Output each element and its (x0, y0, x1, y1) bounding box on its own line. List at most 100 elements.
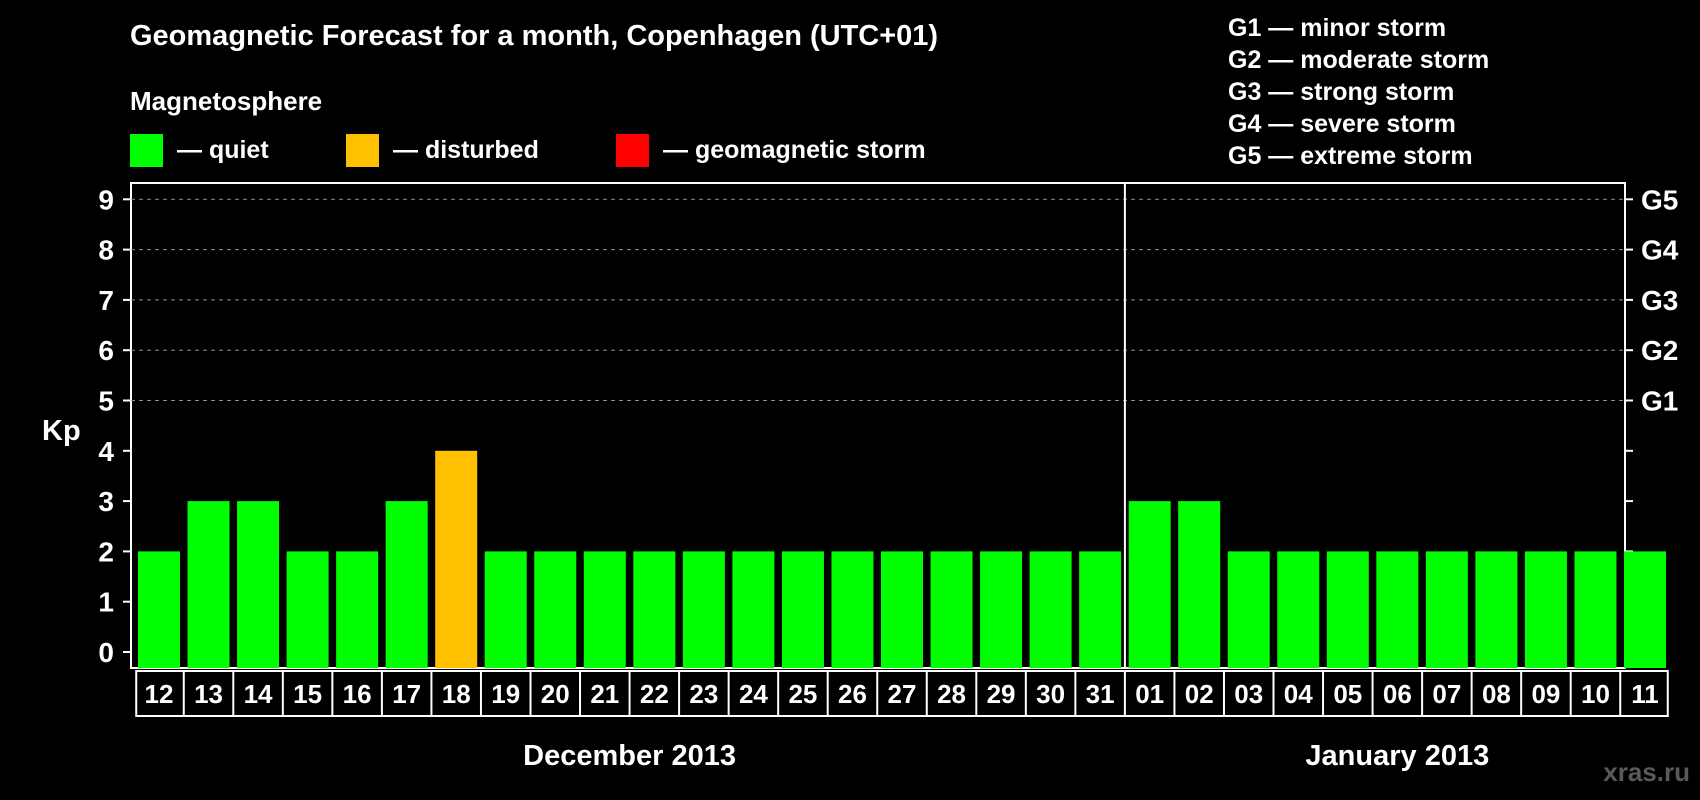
g-scale-legend: G1 — minor storm G2 — moderate storm G3 … (1228, 12, 1489, 172)
x-tick-label-26: 26 (838, 679, 867, 709)
bar-22 (633, 551, 676, 668)
x-tick-label-18: 18 (442, 679, 471, 709)
x-tick-label-20: 20 (541, 679, 570, 709)
month-label-0: December 2013 (523, 740, 736, 772)
g-scale-item-g2: G2 — moderate storm (1228, 46, 1490, 74)
legend-item-storm: — geomagnetic storm (616, 134, 926, 167)
x-tick-label-06: 06 (1383, 679, 1412, 709)
x-tick-label-07: 07 (1432, 679, 1461, 709)
y-tick-label-2: 2 (98, 536, 114, 567)
bar-01 (1128, 501, 1171, 668)
x-tick-label-23: 23 (689, 679, 718, 709)
x-tick-label-24: 24 (739, 679, 768, 709)
bar-23 (682, 551, 725, 668)
legend-item-disturbed: — disturbed (346, 134, 539, 167)
x-tick-label-28: 28 (937, 679, 966, 709)
x-tick-label-22: 22 (640, 679, 669, 709)
x-tick-label-12: 12 (145, 679, 174, 709)
bar-11 (1624, 551, 1666, 668)
bar-10 (1574, 551, 1617, 668)
x-tick-label-14: 14 (244, 679, 273, 709)
x-tick-label-03: 03 (1234, 679, 1263, 709)
bar-19 (484, 551, 527, 668)
bar-14 (237, 501, 280, 668)
x-tick-label-10: 10 (1581, 679, 1610, 709)
bar-13 (187, 501, 230, 668)
right-axis-label-g4: G4 (1641, 235, 1679, 266)
x-tick-label-02: 02 (1185, 679, 1214, 709)
bar-03 (1227, 551, 1270, 668)
y-tick-label-7: 7 (98, 285, 114, 316)
legend-item-quiet: — quiet (130, 134, 269, 167)
y-tick-label-5: 5 (98, 386, 114, 417)
x-tick-label-29: 29 (987, 679, 1016, 709)
g-scale-item-g1: G1 — minor storm (1228, 14, 1447, 42)
bar-30 (1029, 551, 1072, 668)
x-tick-label-25: 25 (788, 679, 817, 709)
g-scale-item-g5: G5 — extreme storm (1228, 142, 1473, 170)
right-axis-label-g2: G2 (1641, 335, 1678, 366)
bar-15 (286, 551, 329, 668)
bar-20 (534, 551, 577, 668)
legend-swatch-storm (616, 134, 649, 167)
y-tick-label-0: 0 (98, 637, 114, 668)
right-axis-label-g3: G3 (1641, 285, 1678, 316)
right-axis-label-g5: G5 (1641, 184, 1678, 215)
y-tick-label-3: 3 (98, 486, 114, 517)
g-scale-item-g4: G4 — severe storm (1228, 110, 1456, 138)
chart-title: Geomagnetic Forecast for a month, Copenh… (130, 20, 939, 52)
plot-frame (130, 182, 1626, 669)
y-axis-label: Kp (42, 415, 81, 447)
y-tick-label-9: 9 (98, 184, 114, 215)
x-tick-label-09: 09 (1531, 679, 1560, 709)
x-tick-label-08: 08 (1482, 679, 1511, 709)
legend-label-disturbed: — disturbed (393, 136, 539, 164)
x-tick-label-04: 04 (1284, 679, 1313, 709)
x-tick-label-11: 11 (1631, 679, 1659, 709)
x-tick-label-01: 01 (1135, 679, 1164, 709)
x-tick-label-31: 31 (1086, 679, 1115, 709)
month-label-1: January 2013 (1305, 740, 1489, 772)
y-tick-label-1: 1 (98, 587, 114, 618)
legend-swatch-disturbed (346, 134, 379, 167)
watermark: xras.ru (1603, 757, 1690, 787)
right-axis-label-g1: G1 (1641, 386, 1678, 417)
bar-28 (930, 551, 973, 668)
x-tick-label-30: 30 (1036, 679, 1065, 709)
bar-29 (980, 551, 1023, 668)
bar-18 (435, 450, 478, 668)
legend-swatch-quiet (130, 134, 163, 167)
bar-17 (385, 501, 428, 668)
bar-26 (831, 551, 874, 668)
y-tick-label-8: 8 (98, 235, 114, 266)
y-tick-label-6: 6 (98, 335, 114, 366)
x-tick-label-05: 05 (1333, 679, 1362, 709)
bar-12 (138, 551, 180, 668)
bar-31 (1079, 551, 1122, 668)
bar-21 (583, 551, 626, 668)
bar-25 (781, 551, 824, 668)
magnetosphere-heading: Magnetosphere (130, 86, 323, 116)
bar-04 (1277, 551, 1320, 668)
bar-08 (1475, 551, 1518, 668)
x-axis-date-box (135, 670, 1669, 717)
bar-05 (1326, 551, 1369, 668)
legend-label-storm: — geomagnetic storm (663, 136, 926, 164)
y-tick-label-4: 4 (98, 436, 114, 467)
bar-24 (732, 551, 775, 668)
bar-09 (1524, 551, 1567, 668)
bar-06 (1376, 551, 1419, 668)
x-tick-label-15: 15 (293, 679, 322, 709)
bar-07 (1425, 551, 1468, 668)
legend-label-quiet: — quiet (177, 136, 269, 164)
bar-27 (881, 551, 923, 668)
bar-02 (1178, 501, 1221, 668)
x-tick-label-27: 27 (888, 679, 917, 709)
x-tick-label-17: 17 (392, 679, 421, 709)
g-scale-item-g3: G3 — strong storm (1228, 78, 1455, 106)
x-tick-label-21: 21 (590, 679, 619, 709)
bar-16 (336, 551, 379, 668)
x-tick-label-19: 19 (491, 679, 520, 709)
